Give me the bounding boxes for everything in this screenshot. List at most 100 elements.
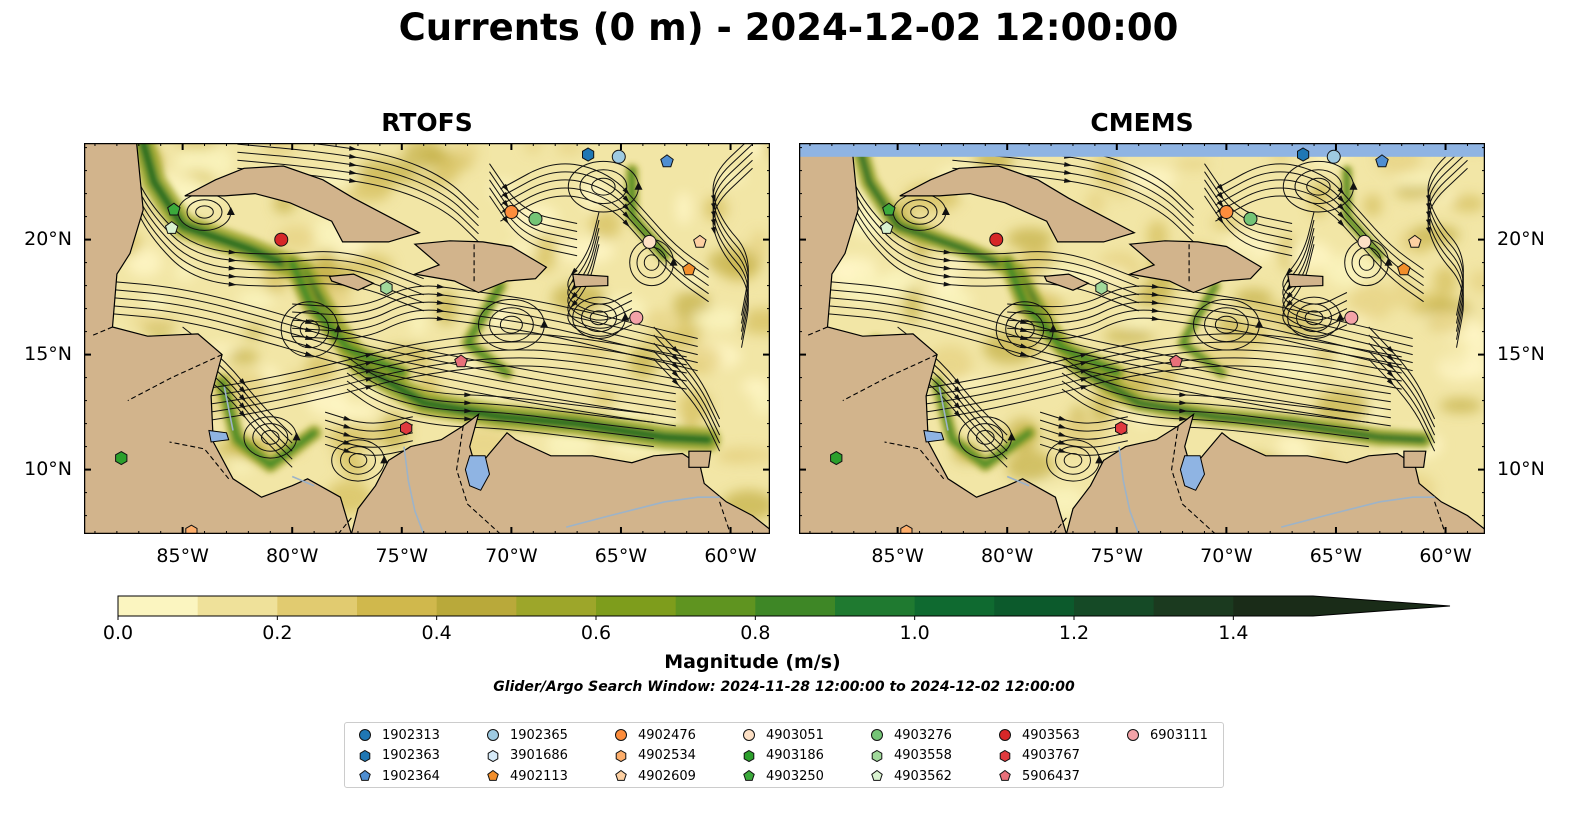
colorbar-segment bbox=[994, 596, 1075, 616]
legend-entry: 4903051 bbox=[741, 727, 824, 743]
landmass-puertorico bbox=[1286, 273, 1324, 288]
legend-entry: 4902476 bbox=[613, 727, 696, 743]
circle-marker-icon bbox=[487, 729, 499, 741]
lon-label-right: 75°W bbox=[1090, 545, 1144, 567]
float-marker-4902476 bbox=[504, 205, 519, 219]
landmass-cuba bbox=[899, 165, 1136, 243]
colorbar-tick-label: 1.4 bbox=[1218, 622, 1249, 644]
lon-label-right: 65°W bbox=[1309, 545, 1363, 567]
legend-entry: 4903562 bbox=[869, 768, 952, 784]
float-marker-4902609 bbox=[1408, 234, 1422, 248]
legend-label: 1902365 bbox=[510, 727, 568, 743]
hexagon-marker-icon bbox=[487, 749, 499, 762]
pentagon-marker-icon bbox=[359, 769, 371, 781]
float-marker-4903051 bbox=[642, 234, 657, 249]
legend-entry: 6903111 bbox=[1125, 727, 1208, 743]
legend-entry: 4903276 bbox=[869, 727, 952, 743]
landmass-cuba bbox=[184, 165, 421, 243]
float-marker-4903767 bbox=[1115, 421, 1128, 436]
lat-label-right: 10°N bbox=[1497, 457, 1545, 480]
river bbox=[565, 496, 720, 528]
legend-marker bbox=[359, 769, 371, 781]
lon-label-right: 70°W bbox=[1200, 545, 1253, 567]
float-marker-4903767 bbox=[400, 421, 413, 436]
legend-label: 3901686 bbox=[510, 748, 568, 763]
border bbox=[90, 326, 113, 337]
rtofs-map[interactable] bbox=[84, 143, 770, 534]
hexagon-marker-icon bbox=[359, 749, 371, 762]
border bbox=[1052, 517, 1067, 534]
land bbox=[799, 143, 1485, 534]
float-marker-4902476 bbox=[1219, 205, 1234, 219]
map-frame bbox=[799, 143, 1485, 534]
circle-marker-icon bbox=[359, 729, 371, 741]
float-marker-4903562 bbox=[879, 220, 894, 234]
float-marker-6903111 bbox=[1344, 310, 1359, 325]
legend-marker bbox=[999, 729, 1011, 741]
colorbar-tick-label: 1.0 bbox=[899, 622, 930, 644]
float-marker-4902113 bbox=[1397, 262, 1411, 276]
lon-label-left: 85°W bbox=[156, 545, 209, 567]
legend-label: 4902476 bbox=[638, 727, 696, 743]
float-marker-4902534 bbox=[900, 524, 913, 534]
lon-label-left: 75°W bbox=[375, 545, 429, 567]
landmass-southam bbox=[350, 412, 770, 534]
legend-entry: 4903558 bbox=[869, 748, 952, 764]
lon-label-left: 60°W bbox=[704, 545, 757, 567]
legend-marker bbox=[743, 769, 755, 781]
legend-entry: 1902365 bbox=[485, 727, 568, 743]
legend-marker bbox=[487, 729, 499, 741]
float-marker-4903562 bbox=[164, 220, 179, 234]
legend-marker bbox=[743, 729, 755, 741]
border bbox=[842, 354, 938, 402]
legend-entry: 4902609 bbox=[613, 768, 696, 784]
border bbox=[169, 441, 230, 480]
map-frame bbox=[84, 143, 770, 534]
lon-label-left: 80°W bbox=[265, 545, 319, 567]
land bbox=[84, 143, 770, 534]
streamlines bbox=[105, 143, 753, 482]
float-marker-5906437 bbox=[1169, 354, 1183, 368]
legend-marker bbox=[871, 769, 883, 781]
float-marker-6903111 bbox=[629, 310, 644, 325]
legend-marker bbox=[871, 749, 883, 762]
pentagon-marker-icon bbox=[487, 769, 499, 781]
float-marker-1902363 bbox=[582, 147, 595, 162]
river bbox=[223, 386, 234, 431]
river bbox=[938, 386, 949, 431]
float-marker-4903276 bbox=[1243, 211, 1258, 226]
legend-label: 4903767 bbox=[1022, 748, 1080, 763]
colorbar-segment bbox=[1074, 596, 1155, 616]
circle-marker-icon bbox=[999, 729, 1011, 741]
legend-marker bbox=[615, 749, 627, 762]
legend-marker bbox=[871, 729, 883, 741]
float-marker-4903563 bbox=[989, 232, 1004, 247]
float-legend: 1902313 1902363 1902364 1902365 3901686 49021… bbox=[344, 722, 1224, 788]
hexagon-marker-icon bbox=[743, 749, 755, 762]
legend-label: 1902364 bbox=[382, 768, 440, 784]
legend-entry: 4903563 bbox=[997, 727, 1080, 743]
float-marker-4903558 bbox=[1095, 280, 1108, 295]
lake bbox=[923, 429, 945, 443]
landmass-jamaica bbox=[328, 273, 375, 291]
pentagon-marker-icon bbox=[871, 769, 883, 781]
colorbar-tick-label: 0.4 bbox=[421, 622, 452, 644]
legend-entry: 5906437 bbox=[997, 768, 1080, 784]
colorbar-segment bbox=[1233, 596, 1314, 616]
legend-label: 6903111 bbox=[1150, 727, 1208, 743]
float-marker-4903558 bbox=[380, 280, 393, 295]
colorbar-segment bbox=[436, 596, 517, 616]
search-window-caption: Glider/Argo Search Window: 2024-11-28 12… bbox=[493, 679, 1075, 695]
border bbox=[884, 441, 945, 480]
colorbar-segment bbox=[755, 596, 836, 616]
legend-entry: 3901686 bbox=[485, 748, 568, 764]
circle-marker-icon bbox=[1127, 729, 1139, 741]
float-marker-5906437 bbox=[454, 354, 468, 368]
landmass-puertorico bbox=[571, 273, 609, 288]
colorbar-segment bbox=[516, 596, 597, 616]
colorbar-segment bbox=[675, 596, 756, 616]
float-marker-4903250 bbox=[167, 202, 181, 216]
landmass-hispaniola bbox=[1127, 240, 1263, 294]
cmems-map[interactable] bbox=[799, 143, 1485, 534]
landmass-centralam bbox=[799, 143, 1068, 534]
